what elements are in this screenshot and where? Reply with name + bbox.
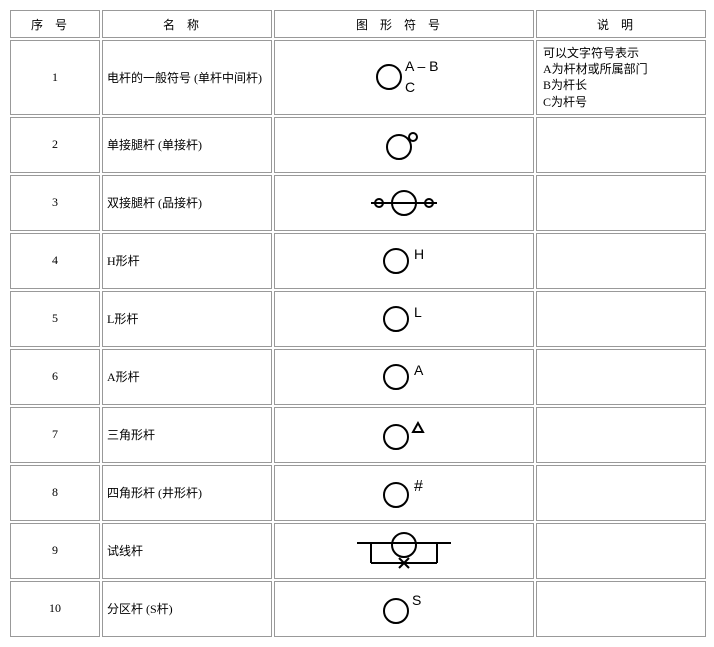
symbol-triangle-pole bbox=[364, 415, 444, 455]
cell-desc bbox=[536, 581, 706, 637]
cell-seq: 5 bbox=[10, 291, 100, 347]
header-desc: 说明 bbox=[536, 10, 706, 38]
cell-name: 单接腿杆 (单接杆) bbox=[102, 117, 272, 173]
cell-desc bbox=[536, 291, 706, 347]
symbol-l-pole: L bbox=[364, 299, 444, 339]
cell-name: 四角形杆 (井形杆) bbox=[102, 465, 272, 521]
symbol-single-leg-pole bbox=[369, 125, 439, 165]
svg-text:A: A bbox=[414, 362, 424, 378]
cell-symbol: S bbox=[274, 581, 534, 637]
cell-symbol: A – B C bbox=[274, 40, 534, 115]
table-row: 7 三角形杆 bbox=[10, 407, 706, 463]
cell-symbol bbox=[274, 523, 534, 579]
cell-name: A形杆 bbox=[102, 349, 272, 405]
cell-desc bbox=[536, 117, 706, 173]
cell-desc bbox=[536, 407, 706, 463]
cell-seq: 4 bbox=[10, 233, 100, 289]
table-row: 3 双接腿杆 (品接杆) bbox=[10, 175, 706, 231]
header-name: 名称 bbox=[102, 10, 272, 38]
symbol-h-pole: H bbox=[364, 241, 444, 281]
cell-seq: 10 bbox=[10, 581, 100, 637]
symbol-test-line-pole bbox=[349, 529, 459, 573]
cell-desc bbox=[536, 349, 706, 405]
cell-symbol: # bbox=[274, 465, 534, 521]
cell-seq: 2 bbox=[10, 117, 100, 173]
cell-name: 双接腿杆 (品接杆) bbox=[102, 175, 272, 231]
header-symbol: 图形符号 bbox=[274, 10, 534, 38]
cell-symbol bbox=[274, 117, 534, 173]
svg-text:#: # bbox=[414, 478, 423, 495]
cell-desc bbox=[536, 233, 706, 289]
table-row: 5 L形杆 L bbox=[10, 291, 706, 347]
cell-symbol: L bbox=[274, 291, 534, 347]
table-row: 9 试线杆 bbox=[10, 523, 706, 579]
table-row: 8 四角形杆 (井形杆) # bbox=[10, 465, 706, 521]
cell-seq: 8 bbox=[10, 465, 100, 521]
cell-name: 试线杆 bbox=[102, 523, 272, 579]
symbol-section-pole: S bbox=[364, 589, 444, 629]
cell-desc: 可以文字符号表示A为杆材或所属部门B为杆长C为杆号 bbox=[536, 40, 706, 115]
cell-name: L形杆 bbox=[102, 291, 272, 347]
table-row: 10 分区杆 (S杆) S bbox=[10, 581, 706, 637]
svg-text:A – B: A – B bbox=[405, 58, 438, 74]
table-row: 6 A形杆 A bbox=[10, 349, 706, 405]
cell-symbol bbox=[274, 175, 534, 231]
header-seq: 序号 bbox=[10, 10, 100, 38]
symbol-a-pole: A bbox=[364, 357, 444, 397]
cell-name: 三角形杆 bbox=[102, 407, 272, 463]
svg-text:L: L bbox=[414, 304, 422, 320]
cell-seq: 9 bbox=[10, 523, 100, 579]
cell-name: 电杆的一般符号 (单杆中间杆) bbox=[102, 40, 272, 115]
cell-seq: 3 bbox=[10, 175, 100, 231]
cell-desc bbox=[536, 175, 706, 231]
cell-symbol bbox=[274, 407, 534, 463]
cell-seq: 7 bbox=[10, 407, 100, 463]
cell-desc bbox=[536, 465, 706, 521]
header-row: 序号 名称 图形符号 说明 bbox=[10, 10, 706, 38]
svg-text:S: S bbox=[412, 592, 421, 608]
cell-seq: 6 bbox=[10, 349, 100, 405]
cell-seq: 1 bbox=[10, 40, 100, 115]
symbol-square-pole: # bbox=[364, 473, 444, 513]
cell-symbol: H bbox=[274, 233, 534, 289]
cell-desc bbox=[536, 523, 706, 579]
pole-symbols-table: 序号 名称 图形符号 说明 1 电杆的一般符号 (单杆中间杆) A – B C … bbox=[8, 8, 708, 639]
cell-symbol: A bbox=[274, 349, 534, 405]
symbol-general-pole: A – B C bbox=[349, 54, 459, 100]
symbol-double-leg-pole bbox=[359, 183, 449, 223]
svg-text:H: H bbox=[414, 246, 424, 262]
svg-text:C: C bbox=[405, 79, 415, 95]
table-row: 1 电杆的一般符号 (单杆中间杆) A – B C 可以文字符号表示A为杆材或所… bbox=[10, 40, 706, 115]
cell-name: 分区杆 (S杆) bbox=[102, 581, 272, 637]
table-row: 2 单接腿杆 (单接杆) bbox=[10, 117, 706, 173]
table-row: 4 H形杆 H bbox=[10, 233, 706, 289]
cell-name: H形杆 bbox=[102, 233, 272, 289]
